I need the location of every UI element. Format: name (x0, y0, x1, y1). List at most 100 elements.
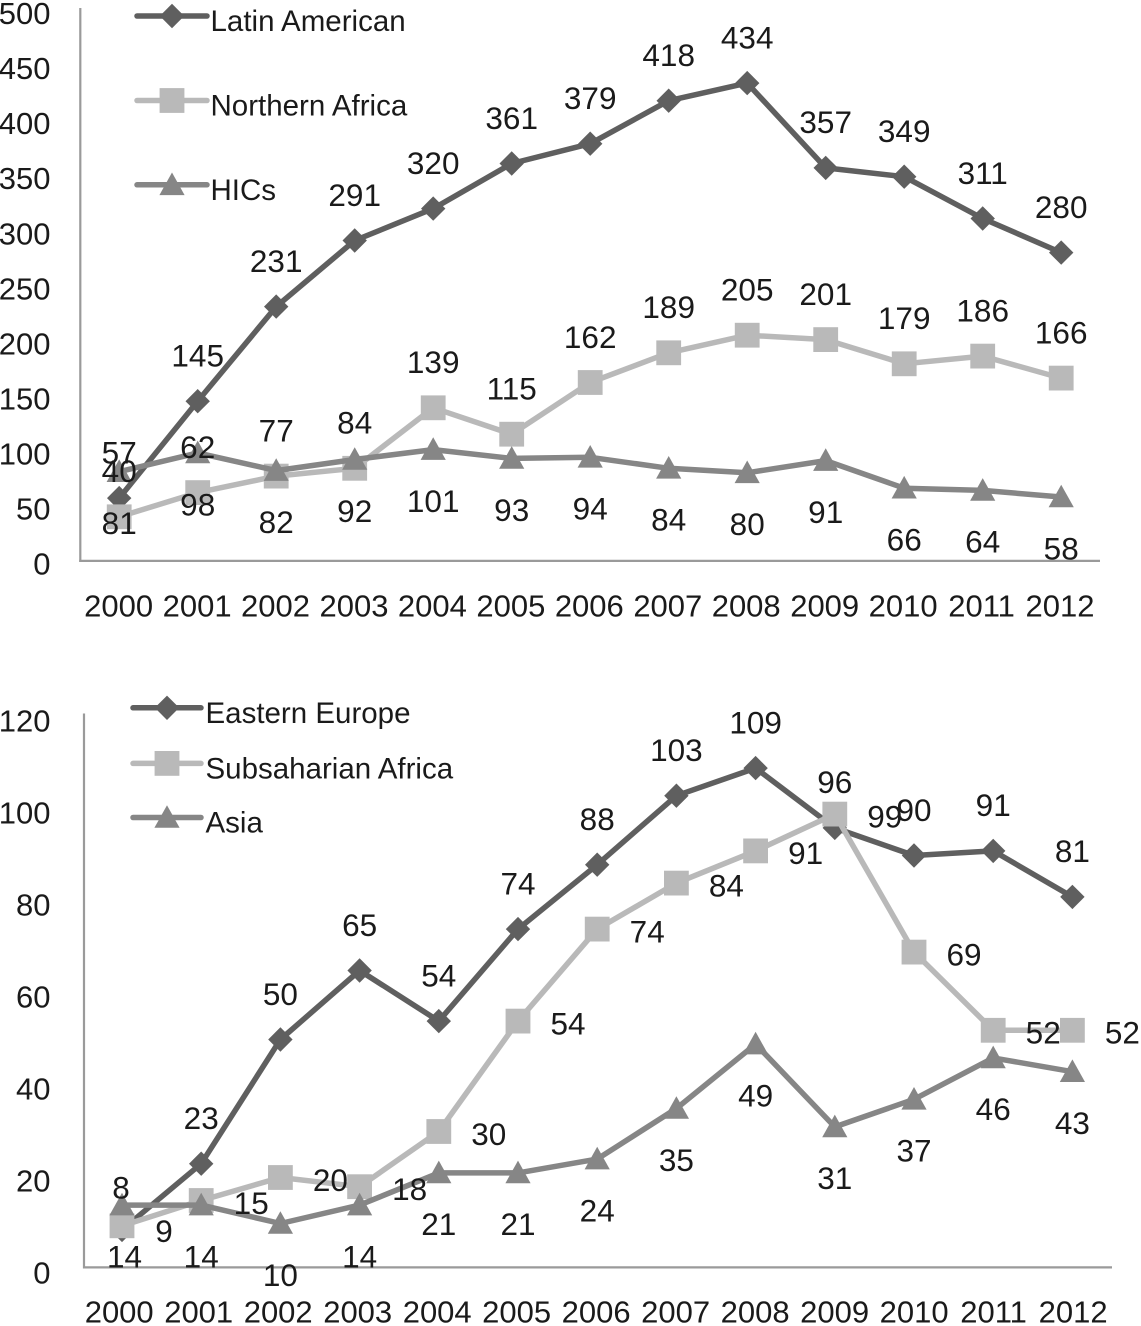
svg-text:205: 205 (721, 272, 774, 308)
svg-text:99: 99 (867, 798, 902, 834)
svg-text:Asia: Asia (206, 807, 264, 840)
svg-text:37: 37 (896, 1133, 931, 1169)
svg-text:92: 92 (337, 493, 372, 529)
svg-text:91: 91 (976, 787, 1011, 823)
svg-text:80: 80 (730, 506, 765, 542)
svg-text:8: 8 (112, 1169, 130, 1205)
svg-text:300: 300 (0, 216, 51, 251)
svg-text:31: 31 (817, 1160, 852, 1196)
svg-text:65: 65 (342, 907, 377, 943)
svg-text:30: 30 (471, 1116, 506, 1152)
svg-text:2002: 2002 (244, 1295, 313, 1326)
svg-text:77: 77 (259, 412, 294, 448)
svg-text:350: 350 (0, 161, 51, 196)
svg-text:84: 84 (709, 867, 744, 903)
svg-text:2007: 2007 (641, 1295, 710, 1326)
svg-text:40: 40 (16, 1072, 50, 1107)
svg-text:320: 320 (407, 145, 460, 181)
svg-text:66: 66 (887, 522, 922, 558)
svg-text:80: 80 (16, 888, 50, 923)
svg-text:250: 250 (0, 271, 51, 306)
svg-text:93: 93 (494, 492, 529, 528)
svg-text:24: 24 (580, 1192, 615, 1228)
svg-text:179: 179 (878, 300, 931, 336)
svg-text:43: 43 (1055, 1105, 1090, 1141)
svg-text:2005: 2005 (476, 589, 545, 624)
svg-text:418: 418 (642, 37, 695, 73)
svg-text:14: 14 (107, 1238, 142, 1274)
svg-text:200: 200 (0, 326, 51, 361)
svg-text:109: 109 (729, 704, 782, 740)
svg-text:20: 20 (313, 1162, 348, 1198)
svg-text:91: 91 (808, 494, 843, 530)
svg-text:50: 50 (263, 976, 298, 1012)
svg-text:2012: 2012 (1039, 1295, 1108, 1326)
svg-text:96: 96 (817, 764, 852, 800)
svg-text:15: 15 (234, 1185, 269, 1221)
svg-text:2000: 2000 (84, 589, 153, 624)
svg-text:2012: 2012 (1026, 589, 1095, 624)
svg-text:139: 139 (407, 344, 460, 380)
svg-text:Subsaharian Africa: Subsaharian Africa (206, 753, 454, 786)
svg-text:189: 189 (642, 289, 695, 325)
svg-text:60: 60 (16, 980, 50, 1015)
svg-text:52: 52 (1105, 1015, 1140, 1051)
svg-text:14: 14 (184, 1238, 219, 1274)
svg-text:84: 84 (651, 502, 686, 538)
svg-text:50: 50 (16, 491, 50, 526)
svg-text:Northern Africa: Northern Africa (211, 90, 408, 123)
svg-text:69: 69 (946, 936, 981, 972)
svg-text:58: 58 (1044, 530, 1079, 566)
svg-text:91: 91 (788, 835, 823, 871)
svg-text:357: 357 (799, 104, 852, 140)
svg-text:201: 201 (799, 276, 852, 312)
svg-text:145: 145 (171, 338, 224, 374)
svg-text:349: 349 (878, 113, 931, 149)
svg-text:74: 74 (630, 913, 665, 949)
svg-text:81: 81 (1055, 833, 1090, 869)
svg-text:82: 82 (259, 504, 294, 540)
svg-text:74: 74 (500, 865, 535, 901)
svg-text:54: 54 (421, 957, 456, 993)
svg-text:100: 100 (0, 796, 51, 831)
svg-text:2004: 2004 (403, 1295, 472, 1326)
svg-text:101: 101 (407, 483, 460, 519)
svg-text:500: 500 (0, 0, 51, 31)
svg-text:2001: 2001 (163, 589, 232, 624)
svg-text:18: 18 (392, 1171, 427, 1207)
svg-text:62: 62 (180, 429, 215, 465)
svg-text:2003: 2003 (323, 1295, 392, 1326)
svg-text:2000: 2000 (85, 1295, 154, 1326)
svg-text:400: 400 (0, 106, 51, 141)
svg-text:9: 9 (155, 1213, 173, 1249)
svg-text:2011: 2011 (948, 589, 1015, 624)
svg-text:23: 23 (184, 1100, 219, 1136)
svg-text:162: 162 (564, 319, 617, 355)
svg-text:2008: 2008 (721, 1295, 790, 1326)
svg-text:10: 10 (263, 1257, 298, 1293)
svg-text:2011: 2011 (960, 1295, 1027, 1326)
svg-text:40: 40 (102, 453, 137, 489)
svg-text:2003: 2003 (320, 589, 389, 624)
svg-text:21: 21 (421, 1206, 456, 1242)
svg-text:46: 46 (976, 1091, 1011, 1127)
svg-text:14: 14 (342, 1238, 377, 1274)
svg-text:20: 20 (16, 1164, 50, 1199)
svg-text:115: 115 (487, 371, 537, 407)
svg-text:166: 166 (1035, 314, 1088, 350)
svg-text:21: 21 (500, 1206, 535, 1242)
svg-text:100: 100 (0, 436, 51, 471)
svg-text:35: 35 (659, 1142, 694, 1178)
svg-text:49: 49 (738, 1077, 773, 1113)
svg-text:2004: 2004 (398, 589, 467, 624)
svg-text:2010: 2010 (869, 589, 938, 624)
svg-text:186: 186 (956, 292, 1009, 328)
svg-text:0: 0 (33, 1256, 50, 1291)
svg-text:150: 150 (0, 381, 51, 416)
svg-text:361: 361 (485, 100, 538, 136)
svg-text:291: 291 (328, 177, 381, 213)
svg-text:434: 434 (721, 20, 774, 56)
svg-text:57: 57 (102, 434, 137, 470)
svg-text:2010: 2010 (880, 1295, 949, 1326)
svg-text:231: 231 (250, 243, 303, 279)
